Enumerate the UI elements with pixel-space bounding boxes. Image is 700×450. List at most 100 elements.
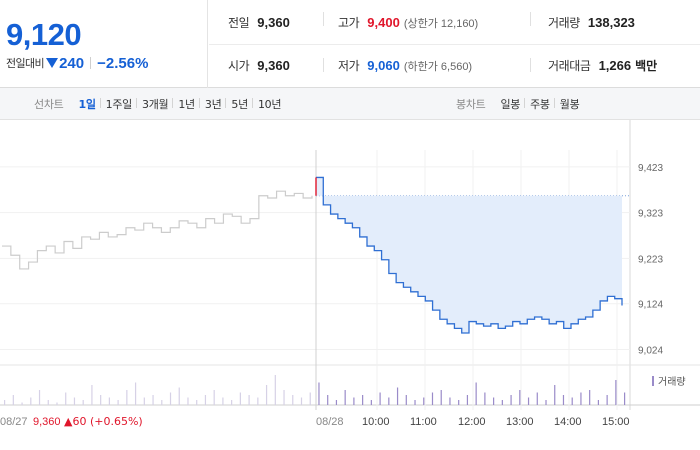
volume-bar	[257, 397, 259, 405]
volume-bar	[292, 395, 294, 405]
today-line	[316, 176, 623, 334]
divider	[323, 12, 324, 26]
volume-bar	[510, 395, 512, 405]
high-label: 고가	[338, 16, 360, 30]
stat-low: 저가 9,060 (하한가 6,560)	[338, 57, 472, 77]
stat-prev-close: 전일 9,360	[228, 14, 290, 34]
row-divider	[209, 44, 700, 45]
volume-bar	[501, 400, 503, 405]
volume-bar	[38, 390, 41, 405]
x-tick-label: 13:00	[506, 416, 534, 428]
volume-bar	[65, 392, 67, 405]
chart-period-tabs: 선차트 1일 1주일 3개월 1년 3년 5년 10년 봉차트 일봉 주봉 월봉	[0, 88, 700, 120]
tab-monthly-candle[interactable]: 월봉	[553, 96, 585, 112]
volume-bar	[309, 392, 311, 405]
divider	[530, 58, 531, 72]
volume-bar	[545, 400, 547, 405]
change-value: 240	[59, 54, 85, 72]
x-tick-label: 08/28	[316, 416, 344, 428]
volume-bar	[265, 385, 268, 405]
volume-bar	[126, 390, 128, 405]
upper-limit: (상한가 12,160)	[403, 18, 479, 30]
prev-day-change: ▲60 (+0.65%)	[64, 415, 143, 428]
tab-3year[interactable]: 3년	[198, 96, 227, 112]
volume-bar	[370, 400, 372, 405]
volume-bar	[405, 395, 407, 405]
high-value: 9,400	[367, 15, 400, 30]
tab-10year[interactable]: 10년	[251, 96, 286, 112]
volume-bar	[615, 380, 617, 405]
prev-day-label: 08/27	[0, 416, 28, 428]
volume-bar	[30, 397, 32, 405]
change-rate: −2.56%	[97, 54, 149, 72]
volume-bar	[423, 397, 425, 405]
volume-bar	[134, 382, 137, 405]
volume-bar	[536, 392, 538, 405]
intraday-price-chart[interactable]: 9,423 9,323 9,223 9,124 9,024 거래량 08/28 10:00 11…	[0, 120, 700, 450]
volume-bar	[353, 397, 355, 405]
chart-series	[2, 176, 623, 334]
volume-bar	[82, 400, 84, 405]
change-divider	[90, 57, 92, 69]
volume-bar	[274, 375, 276, 405]
tab-3month[interactable]: 3개월	[135, 96, 173, 112]
volume-bar	[231, 400, 233, 405]
change-row: 전일대비 240 −2.56%	[6, 54, 148, 72]
volume-bar	[300, 397, 303, 405]
trade-value: 1,266	[598, 58, 632, 73]
volume-legend-icon	[652, 376, 654, 386]
trade-value-label: 거래대금	[548, 59, 591, 73]
volume-bar	[222, 397, 224, 405]
prev-day-close: 9,360	[33, 416, 61, 428]
tab-1year[interactable]: 1년	[172, 96, 200, 112]
volume-bar	[624, 392, 626, 405]
volume-bar	[100, 395, 102, 405]
volume-bar	[143, 397, 145, 405]
volume-bar	[47, 400, 49, 405]
x-tick-label: 11:00	[410, 416, 437, 428]
volume-bar	[379, 392, 381, 405]
volume-bar	[12, 395, 14, 405]
volume-bar	[493, 397, 495, 405]
volume-bar	[178, 387, 180, 405]
line-chart-tabs: 선차트 1일 1주일 3개월 1년 3년 5년 10년	[34, 88, 286, 120]
volume-bar	[431, 392, 434, 405]
volume-bar	[187, 397, 189, 405]
line-chart-title: 선차트	[34, 98, 64, 111]
open-value: 9,360	[257, 58, 290, 73]
volume-bar	[161, 400, 163, 405]
tab-1day[interactable]: 1일	[78, 98, 96, 111]
volume-bar	[475, 382, 477, 405]
volume-bar	[484, 392, 486, 405]
prev-close-label: 전일	[228, 16, 250, 30]
volume-bar	[21, 402, 23, 405]
tab-daily-candle[interactable]: 일봉	[500, 98, 521, 111]
volume-bar	[56, 402, 58, 405]
volume-bar	[449, 397, 451, 405]
y-tick-label: 9,024	[638, 345, 663, 356]
volume-bar	[466, 395, 469, 405]
tab-5year[interactable]: 5년	[225, 96, 253, 112]
trade-value-unit: 백만	[635, 59, 658, 73]
volume-bar	[169, 392, 172, 405]
volume-bar	[152, 395, 154, 405]
y-tick-label: 9,323	[638, 209, 663, 220]
tab-weekly-candle[interactable]: 주봉	[524, 96, 555, 112]
volume-bar	[388, 397, 390, 405]
volume-bar	[117, 400, 119, 405]
open-label: 시가	[228, 59, 250, 73]
volume-value: 138,323	[587, 15, 635, 30]
stat-volume: 거래량 138,323	[548, 14, 635, 34]
x-tick-label: 14:00	[554, 416, 582, 428]
volume-bar	[597, 400, 600, 405]
volume-bar	[335, 400, 338, 405]
volume-bar	[414, 400, 416, 405]
y-tick-label: 9,124	[638, 300, 663, 311]
tab-1week[interactable]: 1주일	[99, 96, 137, 112]
volume-bar	[327, 395, 329, 405]
chart-axes: 9,423 9,323 9,223 9,124 9,024 거래량 08/28 10:00 11…	[0, 163, 686, 428]
change-label: 전일대비	[6, 57, 45, 70]
volume-bar	[248, 395, 250, 405]
today-fill	[316, 177, 622, 333]
volume-bar	[519, 390, 521, 405]
